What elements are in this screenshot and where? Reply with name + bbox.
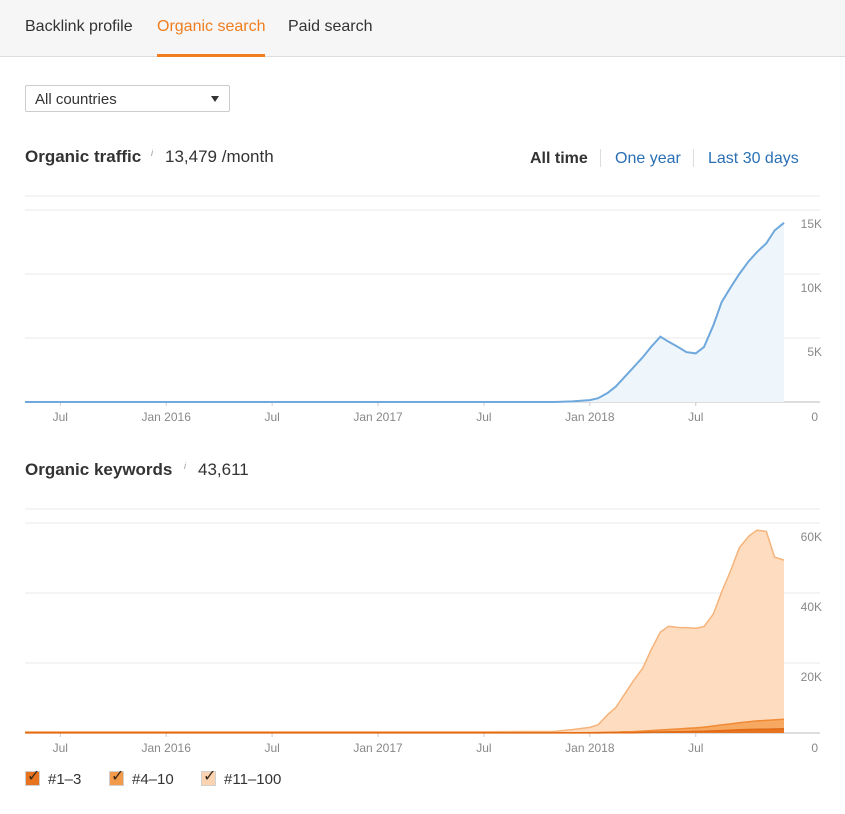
x-tick-label: Jan 2016 <box>142 410 192 424</box>
keywords-line-1-3 <box>25 728 785 734</box>
keywords-value: 43,611 <box>198 460 249 479</box>
x-tick-label: Jul <box>476 410 491 424</box>
y-tick-label: 0 <box>811 410 818 424</box>
x-tick-label: Jan 2016 <box>142 741 192 755</box>
x-tick-label: Jan 2017 <box>353 741 403 755</box>
keywords-line-11-100 <box>25 529 785 733</box>
legend-label: #4–10 <box>132 771 174 788</box>
range-one-year[interactable]: One year <box>615 150 681 167</box>
x-tick-label: Jul <box>264 410 279 424</box>
range-divider <box>693 149 694 167</box>
x-tick-label: Jul <box>688 410 703 424</box>
traffic-line <box>25 222 785 403</box>
y-tick-label: 0 <box>811 741 818 755</box>
traffic-chart: 15K 10K 5K 0 Jul Jan 2016 Jul Jan 2017 Jul Jan 20… <box>25 195 822 424</box>
x-tick-label: Jul <box>53 410 68 424</box>
x-tick-label: Jan 2018 <box>565 410 615 424</box>
range-all-time[interactable]: All time <box>530 150 588 167</box>
traffic-info-icon[interactable]: i <box>151 148 153 158</box>
y-tick-label: 15K <box>801 217 822 231</box>
checkbox[interactable] <box>109 771 124 786</box>
keywords-title: Organic keywords <box>25 460 173 479</box>
keywords-chart: 60K 40K 20K 0 Jul Jan 2016 Jul Jan 2017 Jul Jan 2… <box>25 508 822 755</box>
check-icon: ✓ <box>111 768 125 785</box>
y-tick-label: 20K <box>801 670 822 684</box>
tab-backlink-profile[interactable]: Backlink profile <box>25 18 133 35</box>
keywords-area-1-3 <box>25 728 784 733</box>
check-icon: ✓ <box>27 768 41 785</box>
caret-down-icon <box>211 96 219 102</box>
active-tab-indicator <box>157 54 265 57</box>
x-tick-label: Jul <box>688 741 703 755</box>
range-last-30-days[interactable]: Last 30 days <box>708 150 799 167</box>
traffic-area <box>25 222 784 402</box>
tab-paid-search[interactable]: Paid search <box>288 18 373 35</box>
checkbox[interactable] <box>25 771 40 786</box>
country-select[interactable]: All countries <box>25 85 230 112</box>
x-tick-label: Jul <box>53 741 68 755</box>
traffic-title: Organic traffic <box>25 147 142 166</box>
y-tick-label: 60K <box>801 530 822 544</box>
x-tick-label: Jan 2018 <box>565 741 615 755</box>
legend-label: #11–100 <box>224 771 282 788</box>
checkbox[interactable] <box>201 771 216 786</box>
y-tick-label: 10K <box>801 281 822 295</box>
traffic-value: 13,479 /month <box>165 147 274 166</box>
range-divider <box>600 149 601 167</box>
tab-organic-search[interactable]: Organic search <box>157 18 266 35</box>
x-tick-label: Jul <box>476 741 491 755</box>
tab-bar: Backlink profile Organic search Paid sea… <box>0 0 845 57</box>
x-tick-label: Jul <box>264 741 279 755</box>
keywords-info-icon[interactable]: i <box>184 461 186 471</box>
check-icon: ✓ <box>203 768 217 785</box>
y-tick-label: 40K <box>801 600 822 614</box>
legend-label: #1–3 <box>48 771 82 788</box>
keywords-area-11-100 <box>25 530 784 733</box>
country-select-value: All countries <box>35 91 117 108</box>
x-tick-label: Jan 2017 <box>353 410 403 424</box>
y-tick-label: 5K <box>807 345 822 359</box>
